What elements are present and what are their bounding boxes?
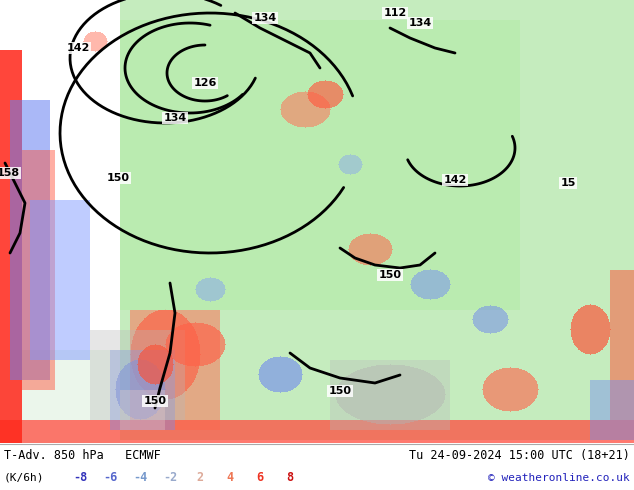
- Text: 6: 6: [256, 471, 264, 484]
- Text: 158: 158: [0, 168, 20, 178]
- Text: 8: 8: [287, 471, 294, 484]
- Text: (K/6h): (K/6h): [4, 473, 44, 483]
- Text: 150: 150: [378, 270, 401, 280]
- Text: © weatheronline.co.uk: © weatheronline.co.uk: [488, 473, 630, 483]
- Text: 150: 150: [143, 396, 167, 406]
- Text: -4: -4: [133, 471, 147, 484]
- Text: 150: 150: [328, 386, 351, 396]
- Text: -8: -8: [73, 471, 87, 484]
- Text: 15: 15: [560, 178, 576, 188]
- Text: -2: -2: [163, 471, 177, 484]
- Text: Tu 24-09-2024 15:00 UTC (18+21): Tu 24-09-2024 15:00 UTC (18+21): [409, 449, 630, 462]
- Text: 4: 4: [226, 471, 233, 484]
- Text: 142: 142: [443, 175, 467, 185]
- Text: 126: 126: [193, 78, 217, 88]
- Text: T-Adv. 850 hPa   ECMWF: T-Adv. 850 hPa ECMWF: [4, 449, 161, 462]
- Text: 134: 134: [408, 18, 432, 28]
- Text: 150: 150: [107, 173, 129, 183]
- Text: 134: 134: [254, 13, 276, 23]
- Text: 2: 2: [197, 471, 204, 484]
- Text: 142: 142: [67, 43, 89, 53]
- Text: -6: -6: [103, 471, 117, 484]
- Text: 134: 134: [164, 113, 186, 123]
- Text: 112: 112: [384, 8, 406, 18]
